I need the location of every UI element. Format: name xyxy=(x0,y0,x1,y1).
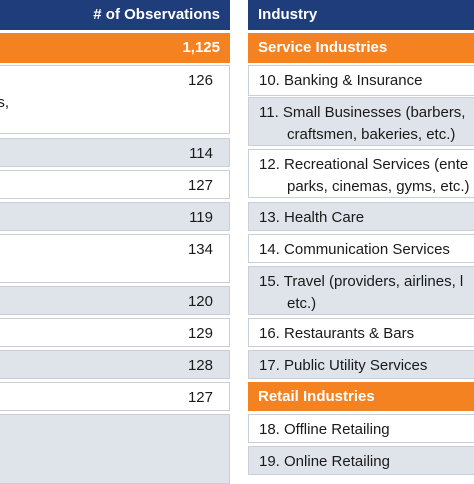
group-label: Service Industries xyxy=(258,39,388,56)
table-row: 13. Health Care xyxy=(248,202,474,231)
table-row: 119 xyxy=(0,202,230,231)
group-row: Service Industries xyxy=(248,33,474,63)
industry-label: 18. Offline Retailing xyxy=(259,421,390,438)
observation-count: 127 xyxy=(187,177,213,194)
table-row: 127 xyxy=(0,382,230,411)
table-row: 114 xyxy=(0,138,230,167)
table-row: 12. Recreational Services (ente parks, ci… xyxy=(248,149,474,198)
table-row: 11. Small Businesses (barbers, craftsmen,… xyxy=(248,97,474,146)
table-row: 18. Offline Retailing xyxy=(248,414,474,443)
industry-label: etc.) xyxy=(287,295,317,312)
table-row: 17. Public Utility Services xyxy=(248,350,474,379)
observation-count: 134 xyxy=(187,241,213,258)
table-row: 129 xyxy=(0,318,230,347)
observation-count: 120 xyxy=(187,293,213,310)
table-row: 10. Banking & Insurance xyxy=(248,65,474,96)
industry-label: 19. Online Retailing xyxy=(259,453,390,470)
column-header: # of Observations xyxy=(93,6,220,23)
industry-label: 10. Banking & Insurance xyxy=(259,72,423,89)
total-value: 1,125 xyxy=(182,39,220,56)
table-row: 134 xyxy=(0,234,230,283)
group-label: Retail Industries xyxy=(258,388,375,405)
observation-count: 119 xyxy=(189,209,213,226)
observation-count: 128 xyxy=(187,357,213,374)
table-row: 128 xyxy=(0,350,230,379)
header-cell: Industry xyxy=(248,0,474,30)
row-label-fragment: es, xyxy=(0,94,10,111)
observation-count: 114 xyxy=(189,145,213,162)
observation-count: 126 xyxy=(187,72,213,89)
column-header: Industry xyxy=(258,6,318,23)
observation-count: 129 xyxy=(187,325,213,342)
industry-label: 14. Communication Services xyxy=(259,241,450,258)
industry-label: 17. Public Utility Services xyxy=(259,357,428,374)
table-row: 126 es, xyxy=(0,65,230,134)
industry-label: 16. Restaurants & Bars xyxy=(259,325,415,342)
table-row: 19. Online Retailing xyxy=(248,446,474,475)
industry-label: 12. Recreational Services (ente xyxy=(259,156,469,173)
industry-label: craftsmen, bakeries, etc.) xyxy=(287,126,456,143)
industry-label: 11. Small Businesses (barbers, xyxy=(259,104,466,121)
industry-label: parks, cinemas, gyms, etc.) xyxy=(287,178,470,195)
table-row: 120 xyxy=(0,286,230,315)
group-row: Retail Industries xyxy=(248,382,474,411)
table-row xyxy=(0,414,230,484)
observation-count: 127 xyxy=(187,389,213,406)
table-row: 16. Restaurants & Bars xyxy=(248,318,474,347)
table-row: 14. Communication Services xyxy=(248,234,474,263)
header-cell: # of Observations xyxy=(0,0,230,30)
industry-label: 15. Travel (providers, airlines, l xyxy=(259,273,464,290)
table-row: 127 xyxy=(0,170,230,199)
table-row: 15. Travel (providers, airlines, l etc.) xyxy=(248,266,474,315)
total-row: 1,125 xyxy=(0,33,230,63)
industry-label: 13. Health Care xyxy=(259,209,365,226)
